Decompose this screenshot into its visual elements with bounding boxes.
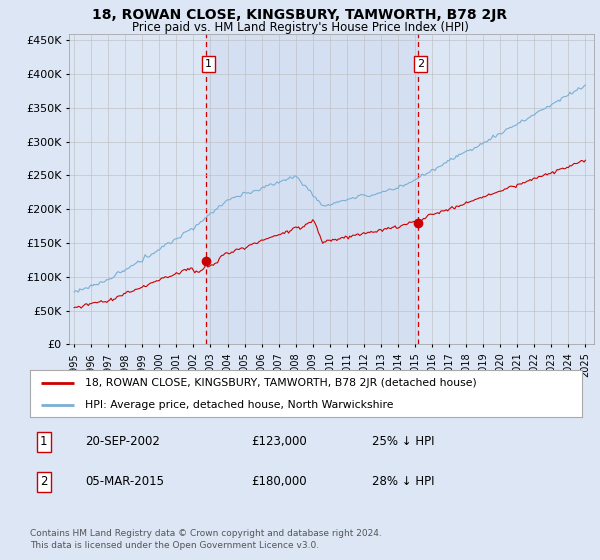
Text: 2: 2 (40, 475, 47, 488)
Text: Contains HM Land Registry data © Crown copyright and database right 2024.
This d: Contains HM Land Registry data © Crown c… (30, 529, 382, 550)
Text: 05-MAR-2015: 05-MAR-2015 (85, 475, 164, 488)
Text: 1: 1 (40, 435, 47, 449)
Text: 25% ↓ HPI: 25% ↓ HPI (372, 435, 435, 449)
Text: £180,000: £180,000 (251, 475, 307, 488)
Bar (206, 34, 418, 344)
Text: 18, ROWAN CLOSE, KINGSBURY, TAMWORTH, B78 2JR: 18, ROWAN CLOSE, KINGSBURY, TAMWORTH, B7… (92, 8, 508, 22)
Text: 2: 2 (417, 59, 424, 69)
Text: Price paid vs. HM Land Registry's House Price Index (HPI): Price paid vs. HM Land Registry's House … (131, 21, 469, 34)
Text: 18, ROWAN CLOSE, KINGSBURY, TAMWORTH, B78 2JR (detached house): 18, ROWAN CLOSE, KINGSBURY, TAMWORTH, B7… (85, 378, 477, 388)
Text: £123,000: £123,000 (251, 435, 307, 449)
Text: 20-SEP-2002: 20-SEP-2002 (85, 435, 160, 449)
Text: 28% ↓ HPI: 28% ↓ HPI (372, 475, 435, 488)
Text: 1: 1 (205, 59, 212, 69)
Text: HPI: Average price, detached house, North Warwickshire: HPI: Average price, detached house, Nort… (85, 400, 394, 410)
